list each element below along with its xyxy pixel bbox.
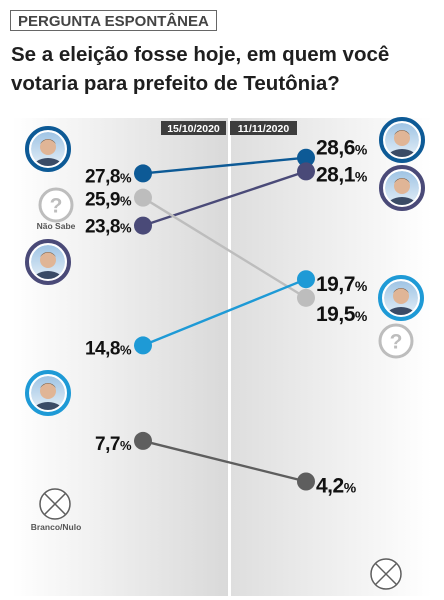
candidate-portrait-icon-candidate_c-1 [378,275,424,321]
data-label-candidate_c-0: 14,8% [85,338,132,359]
title-line-2: votaria para prefeito de Teutônia? [11,72,340,95]
series-line-nao_sabe [142,196,307,299]
data-label-candidate_b-0: 23,8% [85,217,132,238]
candidate-portrait-icon-candidate_a-0 [25,126,71,172]
data-label-candidate_a-0: 27,8% [85,166,132,187]
chart-title: Se a eleição fosse hoje, em quem você vo… [11,40,431,98]
candidate-portrait-icon-candidate_c-0 [25,370,71,416]
data-point-candidate_b-0 [134,216,152,235]
data-point-candidate_c-0 [134,336,152,355]
data-point-branco_nulo-1 [297,472,315,491]
data-point-nao_sabe-1 [297,288,315,307]
data-label-branco_nulo-0: 7,7% [95,434,132,455]
data-label-branco_nulo-1: 4,2% [316,474,357,497]
series-line-candidate_a [142,156,307,175]
svg-text:15/10/2020: 15/10/2020 [167,123,220,135]
svg-text:?: ? [50,195,63,218]
data-label-candidate_c-1: 19,7% [316,273,368,296]
question-type-tag: PERGUNTA ESPONTÂNEA [10,10,217,31]
data-point-candidate_a-1 [297,148,315,167]
data-label-nao_sabe-0: 25,9% [85,190,132,211]
data-point-branco_nulo-0 [134,431,152,450]
cross-circle-icon-branco_nulo-1 [370,558,402,590]
data-label-nao_sabe-1: 19,5% [316,303,368,326]
data-label-candidate_a-1: 28,6% [316,137,368,160]
series-line-candidate_b [142,170,307,227]
series-name-branco_nulo: Branco/Nulo [31,522,82,532]
candidate-portrait-icon-candidate_b-1 [379,165,425,211]
series-name-nao_sabe: Não Sabe [37,221,76,231]
data-point-nao_sabe-0 [134,188,152,207]
data-point-candidate_c-1 [297,270,315,289]
candidate-portrait-icon-candidate_a-1 [379,117,425,163]
series-line-candidate_c [142,278,307,347]
svg-text:?: ? [390,331,403,354]
data-label-candidate_b-1: 28,1% [316,163,368,186]
question-mark-icon-nao_sabe-1: ? [378,323,414,359]
svg-text:11/11/2020: 11/11/2020 [238,123,290,135]
x-tick-label-0: 15/10/2020 [161,121,226,135]
data-point-candidate_b-1 [297,162,315,181]
series-line-branco_nulo [142,439,307,483]
cross-circle-icon-branco_nulo-0 [39,488,71,520]
x-tick-label-1: 11/11/2020 [230,121,297,135]
question-mark-icon-nao_sabe-0: ? [38,187,74,223]
candidate-portrait-icon-candidate_b-0 [25,239,71,285]
data-point-candidate_a-0 [134,164,152,183]
title-line-1: Se a eleição fosse hoje, em quem você [11,43,390,66]
